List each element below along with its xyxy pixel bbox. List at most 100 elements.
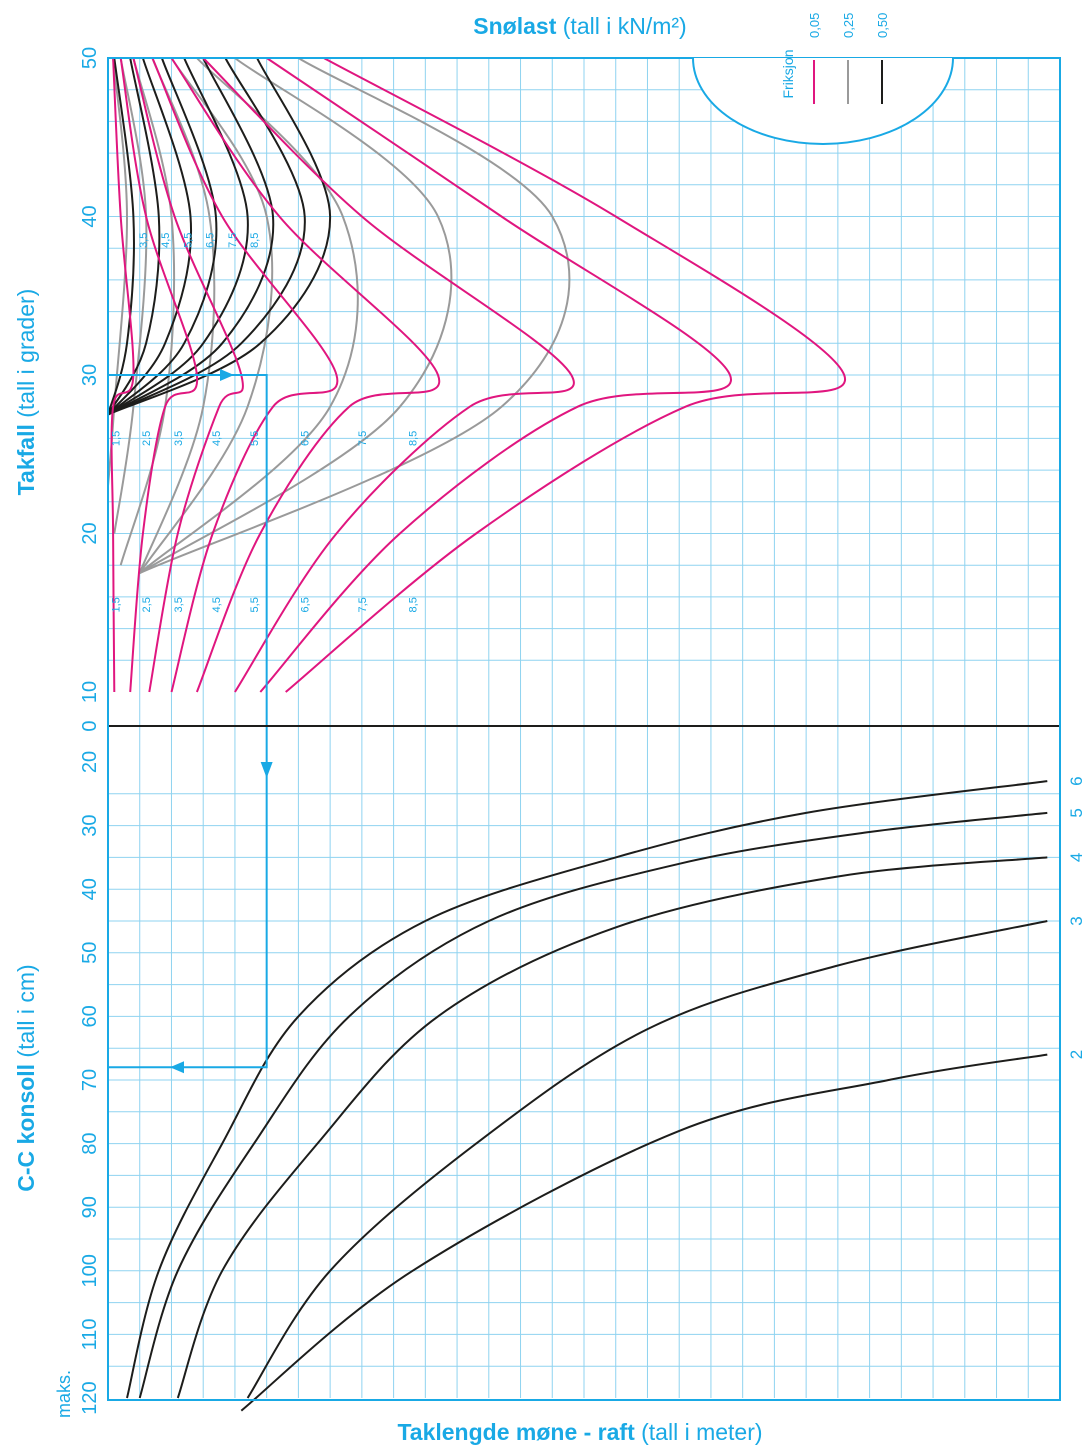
curve-label-top: 7,5 xyxy=(227,233,239,248)
curve-label-top: 3,5 xyxy=(138,233,150,248)
snow-curve-friction-005 xyxy=(202,57,575,693)
span-series-label: 2 xyxy=(1067,1050,1086,1059)
legend-title: Friksjon xyxy=(780,49,796,98)
snow-curve-friction-050 xyxy=(107,57,249,416)
chart-title: Snølast (tall i kN/m²) xyxy=(473,13,686,39)
y-tick-upper: 20 xyxy=(79,522,101,544)
snow-curve-friction-005 xyxy=(132,57,244,693)
upper-y-axis-label: Takfall (tall i grader) xyxy=(13,289,39,496)
curve-label-low: 6,5 xyxy=(300,597,312,612)
lower-y-axis-label-bold: C-C konsoll xyxy=(13,1064,39,1192)
plot-frame xyxy=(107,57,1061,1401)
example-path xyxy=(108,369,273,1074)
y-tick-lower: 30 xyxy=(79,814,101,836)
curve-label-mid: 4,5 xyxy=(211,431,223,446)
snow-curve-friction-005 xyxy=(110,57,135,693)
curve-label-mid: 5,5 xyxy=(249,431,261,446)
snow-curve-friction-025 xyxy=(139,57,453,574)
y-tick-upper: 40 xyxy=(79,205,101,227)
snow-curve-friction-025 xyxy=(119,57,176,566)
curve-label-low: 1,5 xyxy=(111,597,123,612)
snow-curve-friction-005 xyxy=(170,57,441,693)
x-axis-label: Taklengde møne - raft (tall i meter) xyxy=(397,1419,762,1445)
lower-curve-group xyxy=(126,780,1048,1412)
snow-curve-friction-025 xyxy=(138,57,216,574)
legend-label-005: 0,05 xyxy=(807,13,822,38)
snow-curve-friction-005 xyxy=(285,57,846,693)
curve-label-mid: 3,5 xyxy=(173,431,185,446)
curve-label-mid: 7,5 xyxy=(357,431,369,446)
curve-label-top: 5,5 xyxy=(182,233,194,248)
arrow-down-icon xyxy=(260,762,273,778)
lower-y-axis-label-unit: (tall i cm) xyxy=(13,964,39,1064)
snow-curve-friction-025 xyxy=(113,57,148,534)
span-curve xyxy=(240,1053,1048,1412)
span-series-label: 5 xyxy=(1067,808,1086,817)
curve-label-top: 8,5 xyxy=(249,233,261,248)
curve-label-top: 6,5 xyxy=(205,233,217,248)
max-label: maks. xyxy=(54,1370,74,1418)
lower-y-axis-label: C-C konsoll (tall i cm) xyxy=(13,964,39,1191)
curve-label-mid: 6,5 xyxy=(300,431,312,446)
span-series-label: 6 xyxy=(1067,776,1086,785)
legend-label-025: 0,25 xyxy=(841,13,856,38)
span-curve xyxy=(176,856,1048,1399)
snow-curve-friction-005 xyxy=(259,57,732,693)
upper-curve-group xyxy=(107,57,846,693)
span-curve xyxy=(246,920,1048,1399)
legend-arc xyxy=(692,57,954,145)
snow-curve-friction-050 xyxy=(107,57,218,416)
y-tick-lower: 60 xyxy=(79,1005,101,1027)
y-tick-upper: 50 xyxy=(79,47,101,69)
curve-label-low: 8,5 xyxy=(408,597,420,612)
legend-label-050: 0,50 xyxy=(875,13,890,38)
curve-label-mid: 2,5 xyxy=(141,431,153,446)
curve-label-low: 7,5 xyxy=(357,597,369,612)
snow-curve-friction-025 xyxy=(138,57,274,574)
curve-label-mid: 8,5 xyxy=(408,431,420,446)
curve-label-low: 2,5 xyxy=(141,597,153,612)
y-tick-lower: 90 xyxy=(79,1196,101,1218)
y-tick-upper: 10 xyxy=(79,681,101,703)
snow-curve-friction-050 xyxy=(107,57,135,415)
y-tick-lower: 50 xyxy=(79,942,101,964)
y-tick-lower: 120 xyxy=(79,1381,101,1414)
x-axis-label-unit: (tall i meter) xyxy=(635,1419,763,1445)
snow-curve-friction-050 xyxy=(107,57,332,416)
snow-curve-friction-025 xyxy=(139,57,359,574)
curve-label-low: 3,5 xyxy=(173,597,185,612)
snow-curve-friction-050 xyxy=(107,57,161,416)
tick-labels: 10 20 30 40 50 0 20 30 40 50 60 70 80 90 100 110 120 xyxy=(79,47,101,1415)
y-tick-upper: 30 xyxy=(79,364,101,386)
y-tick-lower: 40 xyxy=(79,878,101,900)
curve-label-low: 5,5 xyxy=(249,597,261,612)
span-series-label: 4 xyxy=(1067,853,1086,862)
grid-minor xyxy=(108,58,1060,1398)
arrow-left-icon xyxy=(170,1061,184,1074)
curve-label-low: 4,5 xyxy=(211,597,223,612)
y-tick-lower: 80 xyxy=(79,1132,101,1154)
snow-curve-friction-050 xyxy=(107,57,193,416)
span-series-label: 3 xyxy=(1067,916,1086,925)
y-tick-lower: 20 xyxy=(79,751,101,773)
legend: Friksjon 0,05 0,25 0,50 xyxy=(692,13,954,145)
example-line xyxy=(108,374,268,1069)
upper-y-axis-label-unit: (tall i grader) xyxy=(13,289,39,424)
arrow-right-icon xyxy=(220,369,234,381)
series-labels: 1,5 2,5 3,5 4,5 5,5 6,5 7,5 8,5 1,5 2,5 3,5 4,5 5,5 6… xyxy=(111,233,1086,1060)
span-curve xyxy=(138,811,1048,1399)
chart-title-bold: Snølast xyxy=(473,13,556,39)
y-tick-lower: 0 xyxy=(79,720,101,731)
x-axis-label-bold: Taklengde møne - raft xyxy=(397,1419,635,1445)
upper-y-axis-label-bold: Takfall xyxy=(13,424,39,495)
span-curve xyxy=(126,780,1048,1399)
snow-curve-friction-025 xyxy=(139,57,571,575)
snow-curve-friction-005 xyxy=(151,57,339,693)
curve-label-top: 4,5 xyxy=(160,233,172,248)
snow-curve-friction-005 xyxy=(119,57,199,693)
y-tick-lower: 110 xyxy=(79,1318,101,1350)
chart-title-unit: (tall i kN/m²) xyxy=(556,13,686,39)
y-tick-lower: 100 xyxy=(79,1254,101,1287)
y-tick-lower: 70 xyxy=(79,1069,101,1091)
